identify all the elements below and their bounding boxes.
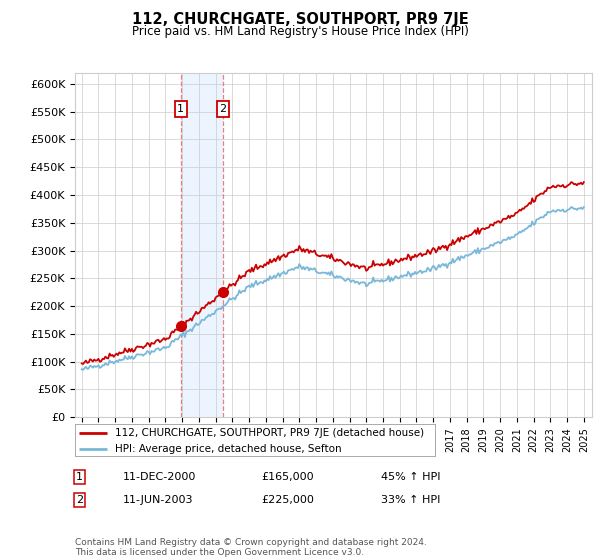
- Text: Contains HM Land Registry data © Crown copyright and database right 2024.
This d: Contains HM Land Registry data © Crown c…: [75, 538, 427, 557]
- Text: 1: 1: [177, 104, 184, 114]
- Text: 33% ↑ HPI: 33% ↑ HPI: [381, 494, 440, 505]
- Text: 45% ↑ HPI: 45% ↑ HPI: [381, 472, 440, 482]
- Text: £165,000: £165,000: [261, 472, 314, 482]
- Text: £225,000: £225,000: [261, 494, 314, 505]
- Text: 112, CHURCHGATE, SOUTHPORT, PR9 7JE (detached house): 112, CHURCHGATE, SOUTHPORT, PR9 7JE (det…: [115, 428, 424, 438]
- Text: 11-JUN-2003: 11-JUN-2003: [123, 494, 193, 505]
- Text: Price paid vs. HM Land Registry's House Price Index (HPI): Price paid vs. HM Land Registry's House …: [131, 25, 469, 38]
- Text: 2: 2: [220, 104, 227, 114]
- Text: 112, CHURCHGATE, SOUTHPORT, PR9 7JE: 112, CHURCHGATE, SOUTHPORT, PR9 7JE: [131, 12, 469, 27]
- Text: 2: 2: [76, 494, 83, 505]
- Text: 11-DEC-2000: 11-DEC-2000: [123, 472, 196, 482]
- Text: 1: 1: [76, 472, 83, 482]
- Bar: [181, 73, 223, 417]
- Text: HPI: Average price, detached house, Sefton: HPI: Average price, detached house, Seft…: [115, 444, 341, 454]
